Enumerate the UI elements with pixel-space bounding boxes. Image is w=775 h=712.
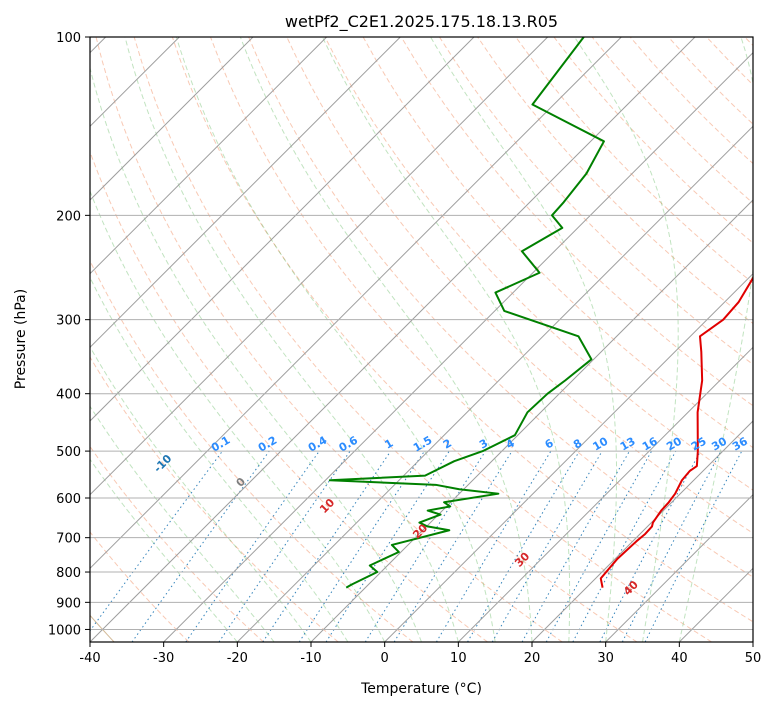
y-tick-label: 800 bbox=[56, 566, 81, 581]
dry-adiabat-label: -30 bbox=[0, 379, 9, 402]
y-tick-label: 100 bbox=[56, 31, 81, 46]
mixing-ratio-line bbox=[622, 451, 721, 642]
x-tick-label: 20 bbox=[524, 651, 541, 666]
isotherm-line bbox=[0, 37, 474, 642]
chart-title: wetPf2_C2E1.2025.175.18.13.R05 bbox=[285, 12, 558, 32]
x-tick-label: 10 bbox=[450, 651, 467, 666]
moist-adiabat-line bbox=[322, 37, 569, 642]
x-tick-label: 30 bbox=[597, 651, 614, 666]
x-tick-label: -10 bbox=[300, 651, 321, 666]
isotherm-line bbox=[458, 37, 775, 642]
mixing-ratio-line bbox=[468, 451, 580, 642]
x-tick-label: -30 bbox=[153, 651, 174, 666]
isotherm-line bbox=[90, 37, 695, 642]
isotherm-line bbox=[0, 37, 253, 642]
moist-adiabat-line bbox=[0, 37, 237, 642]
mixing-ratio-label: 6 bbox=[543, 436, 556, 451]
moist-adiabat-line bbox=[125, 37, 458, 642]
dry-adiabat-label: 40 bbox=[621, 578, 641, 598]
dry-adiabat-line bbox=[20, 37, 413, 642]
moist-adiabat-line bbox=[0, 37, 274, 642]
y-tick-label: 900 bbox=[56, 596, 81, 611]
moist-adiabat-line bbox=[679, 37, 760, 642]
y-tick-label: 500 bbox=[56, 445, 81, 460]
y-tick-label: 600 bbox=[56, 492, 81, 507]
mixing-ratio-line bbox=[645, 451, 742, 642]
y-tick-label: 400 bbox=[56, 388, 81, 403]
mixing-ratio-line bbox=[82, 451, 223, 642]
dry-adiabat-line bbox=[516, 37, 775, 642]
dry-adiabat-line bbox=[592, 37, 775, 642]
plot-frame bbox=[90, 37, 753, 642]
mixing-ratio-line bbox=[600, 451, 701, 642]
x-tick-label: 0 bbox=[381, 651, 389, 666]
mixing-ratio-line bbox=[299, 451, 424, 642]
y-tick-label: 300 bbox=[56, 314, 81, 329]
dry-adiabat-line bbox=[439, 37, 775, 642]
moist-adiabat-line bbox=[17, 37, 348, 642]
dry-adiabat-label: -10 bbox=[151, 452, 174, 475]
dry-adiabat-line bbox=[0, 37, 264, 642]
dry-adiabat-line bbox=[211, 37, 775, 642]
dry-adiabat-label: 30 bbox=[512, 549, 532, 569]
mixing-ratio-label: 1 bbox=[382, 437, 395, 452]
x-tick-label: 50 bbox=[745, 651, 762, 666]
dry-adiabat-line bbox=[707, 37, 775, 642]
isotherm-line bbox=[679, 37, 775, 642]
isotherm-line bbox=[606, 37, 775, 642]
dewpoint-profile bbox=[330, 37, 604, 588]
mixing-ratio-label: 4 bbox=[504, 436, 517, 451]
x-tick-label: -20 bbox=[227, 651, 248, 666]
mixing-ratio-line bbox=[263, 451, 391, 642]
isotherm-line bbox=[0, 37, 400, 642]
isotherm-line bbox=[311, 37, 775, 642]
dry-adiabat-label: -20 bbox=[65, 415, 88, 438]
mixing-ratio-label: 2 bbox=[441, 437, 454, 452]
moist-adiabat-line bbox=[83, 37, 422, 642]
mixing-ratio-line bbox=[132, 451, 269, 642]
dry-adiabat-line bbox=[134, 37, 637, 642]
isotherm-line bbox=[753, 37, 775, 642]
x-tick-label: 40 bbox=[671, 651, 688, 666]
moist-adiabat-line bbox=[176, 37, 495, 642]
dry-adiabat-line bbox=[745, 37, 775, 642]
x-axis-label: Temperature (°C) bbox=[360, 681, 482, 697]
dry-adiabat-line bbox=[668, 37, 775, 642]
mixing-ratio-line bbox=[573, 451, 676, 642]
x-tick-label: -40 bbox=[79, 651, 100, 666]
isotherm-line bbox=[16, 37, 621, 642]
y-axis-label: Pressure (hPa) bbox=[13, 289, 29, 389]
dry-adiabat-line bbox=[58, 37, 488, 642]
dry-adiabat-line bbox=[0, 37, 338, 642]
moist-adiabat-line bbox=[0, 37, 311, 642]
isotherm-line bbox=[237, 37, 775, 642]
y-tick-label: 700 bbox=[56, 532, 81, 547]
isotherm-line bbox=[0, 37, 327, 642]
mixing-ratio-line bbox=[394, 451, 512, 642]
y-tick-label: 200 bbox=[56, 209, 81, 224]
y-tick-label: 1000 bbox=[48, 623, 81, 638]
